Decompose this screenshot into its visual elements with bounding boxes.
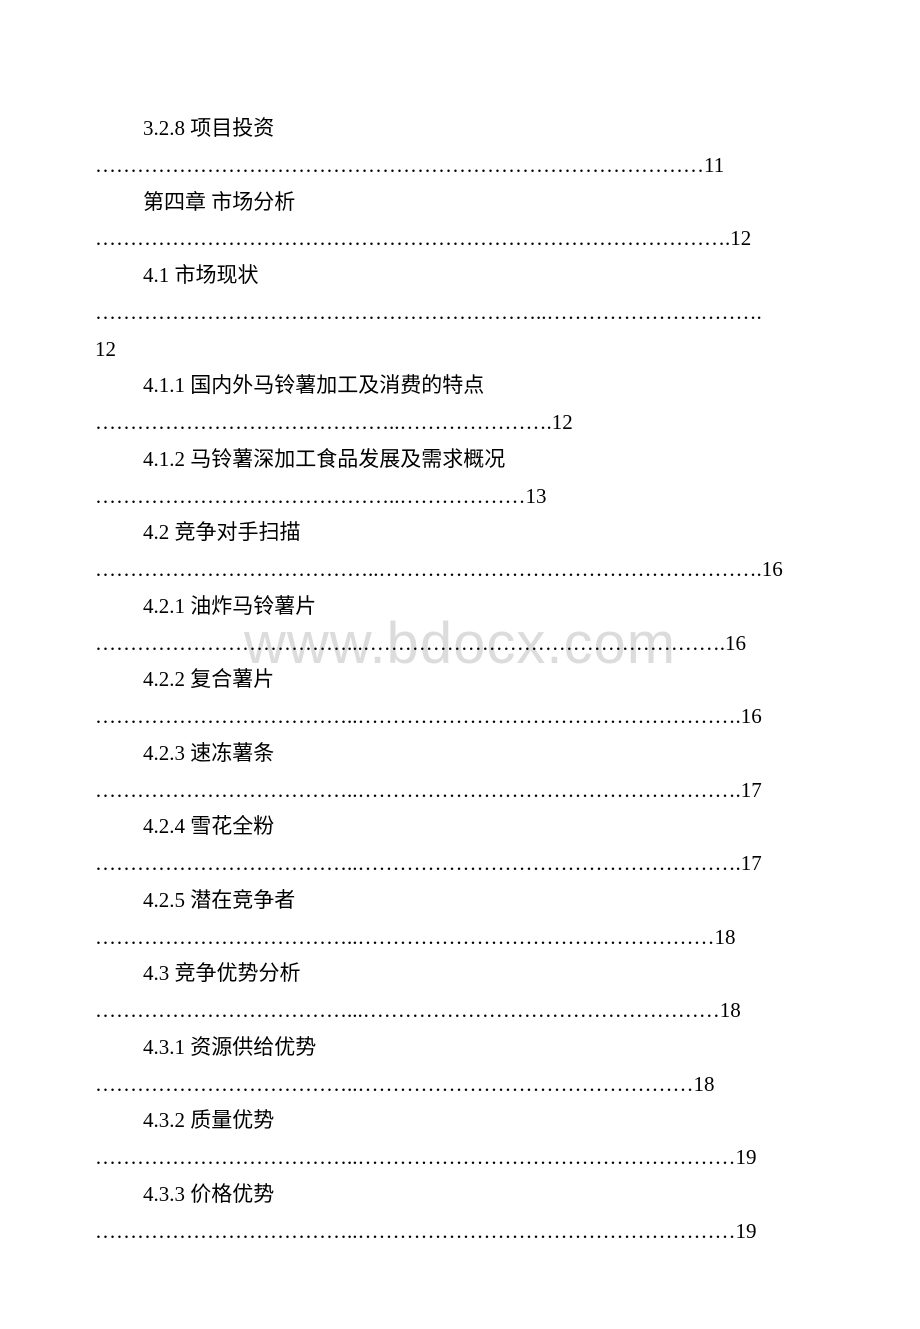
toc-entry-page: 19	[736, 1219, 757, 1243]
toc-entry-title: 4.2 竞争对手扫描	[95, 514, 825, 551]
toc-entry-leader: ………………………………...…………………………………………….16	[95, 625, 825, 662]
toc-dots: ………………………………..……………………………………………….	[95, 704, 741, 728]
toc-dots: ……………………………………..………………	[95, 484, 526, 508]
toc-entry: 4.2.3 速冻薯条………………………………..……………………………………………	[95, 735, 825, 809]
document-page: 3.2.8 项目投资……………………………………………………………………………1…	[0, 0, 920, 1329]
toc-dots: ………………………………..……………………………………………….	[95, 778, 741, 802]
toc-entry-leader: ………………………………..…………………………………………18	[95, 1066, 825, 1103]
toc-entry: 4.2.4 雪花全粉………………………………..……………………………………………	[95, 808, 825, 882]
toc-entry-leader: ……………………………………..………………13	[95, 478, 825, 515]
toc-entry-title: 4.3.3 价格优势	[95, 1176, 825, 1213]
toc-entry-page: 12	[730, 226, 751, 250]
toc-entry-title: 4.3.1 资源供给优势	[95, 1029, 825, 1066]
toc-entry-title: 4.1.1 国内外马铃薯加工及消费的特点	[95, 367, 825, 404]
toc-entry: 第四章 市场分析……………………………………………………………………………….1…	[95, 184, 825, 258]
toc-entry-title: 4.2.1 油炸马铃薯片	[95, 588, 825, 625]
toc-entry-leader: ………………………………..……………………………………………18	[95, 919, 825, 956]
toc-entry-page: 17	[741, 851, 762, 875]
toc-entry-page: 16	[725, 631, 746, 655]
table-of-contents: 3.2.8 项目投资……………………………………………………………………………1…	[95, 110, 825, 1249]
toc-entry: 4.1 市场现状………………………………………………………..…………………………	[95, 257, 825, 367]
toc-dots: ………………………………...……………………………………………	[95, 998, 720, 1022]
toc-entry-page: 12	[552, 410, 573, 434]
toc-entry: 4.3.1 资源供给优势………………………………..………………………………………	[95, 1029, 825, 1103]
toc-entry-page: 11	[704, 153, 724, 177]
toc-dots: ……………………………………………………………………………….	[95, 226, 730, 250]
toc-dots: ………………………………..……………………………………………….	[95, 851, 741, 875]
toc-entry-leader: ………………………………..……………………………………………….17	[95, 772, 825, 809]
toc-entry-title: 4.1 市场现状	[95, 257, 825, 294]
toc-entry: 4.3.2 质量优势………………………………..……………………………………………	[95, 1102, 825, 1176]
toc-entry-page: 19	[736, 1145, 757, 1169]
toc-entry-leader: ………………………………..………………………………………………19	[95, 1213, 825, 1250]
toc-entry: 4.2.2 复合薯片………………………………..……………………………………………	[95, 661, 825, 735]
toc-dots: ……………………………………………………………………………	[95, 153, 704, 177]
toc-entry-page: 13	[526, 484, 547, 508]
toc-entry: 4.2 竞争对手扫描…………………………………..…………………………………………	[95, 514, 825, 588]
toc-dots: ………………………………..…………………………………………	[95, 1072, 694, 1096]
toc-dots: ………………………………..………………………………………………	[95, 1219, 736, 1243]
toc-entry-page: 17	[741, 778, 762, 802]
toc-entry-page: 16	[762, 557, 783, 581]
toc-entry: 4.1.2 马铃薯深加工食品发展及需求概况……………………………………..…………	[95, 441, 825, 515]
toc-entry-leader: ………………………………………………………..………………………….	[95, 294, 825, 331]
toc-entry-title: 4.2.2 复合薯片	[95, 661, 825, 698]
toc-entry: 4.1.1 国内外马铃薯加工及消费的特点……………………………………..……………	[95, 367, 825, 441]
toc-entry: 4.2.5 潜在竞争者………………………………..…………………………………………	[95, 882, 825, 956]
toc-entry-page: 18	[720, 998, 741, 1022]
toc-dots: ……………………………………..………………….	[95, 410, 552, 434]
toc-entry-page: 12	[95, 331, 825, 368]
toc-entry-leader: ……………………………………………………………………………11	[95, 147, 825, 184]
toc-entry-leader: ……………………………………………………………………………….12	[95, 220, 825, 257]
toc-entry: 4.2.1 油炸马铃薯片………………………………...……………………………………	[95, 588, 825, 662]
toc-dots: ………………………………...…………………………………………….	[95, 631, 725, 655]
toc-entry-title: 4.1.2 马铃薯深加工食品发展及需求概况	[95, 441, 825, 478]
toc-entry-leader: ………………………………..……………………………………………….16	[95, 698, 825, 735]
toc-entry: 3.2.8 项目投资……………………………………………………………………………1…	[95, 110, 825, 184]
toc-dots: …………………………………..……………………………………………….	[95, 557, 762, 581]
toc-entry: 4.3 竞争优势分析………………………………...…………………………………………	[95, 955, 825, 1029]
toc-entry-leader: …………………………………..……………………………………………….16	[95, 551, 825, 588]
toc-entry-leader: ……………………………………..………………….12	[95, 404, 825, 441]
toc-entry-title: 3.2.8 项目投资	[95, 110, 825, 147]
toc-entry: 4.3.3 价格优势………………………………..……………………………………………	[95, 1176, 825, 1250]
toc-dots: ………………………………..………………………………………………	[95, 1145, 736, 1169]
toc-entry-title: 4.2.5 潜在竞争者	[95, 882, 825, 919]
toc-entry-title: 第四章 市场分析	[95, 184, 825, 221]
toc-entry-title: 4.2.3 速冻薯条	[95, 735, 825, 772]
toc-entry-leader: ………………………………..……………………………………………….17	[95, 845, 825, 882]
toc-entry-title: 4.3.2 质量优势	[95, 1102, 825, 1139]
toc-entry-leader: ………………………………...……………………………………………18	[95, 992, 825, 1029]
toc-entry-leader: ………………………………..………………………………………………19	[95, 1139, 825, 1176]
toc-entry-page: 18	[715, 925, 736, 949]
toc-dots: ………………………………..……………………………………………	[95, 925, 715, 949]
toc-entry-title: 4.2.4 雪花全粉	[95, 808, 825, 845]
toc-entry-page: 16	[741, 704, 762, 728]
toc-entry-page: 18	[694, 1072, 715, 1096]
toc-entry-title: 4.3 竞争优势分析	[95, 955, 825, 992]
